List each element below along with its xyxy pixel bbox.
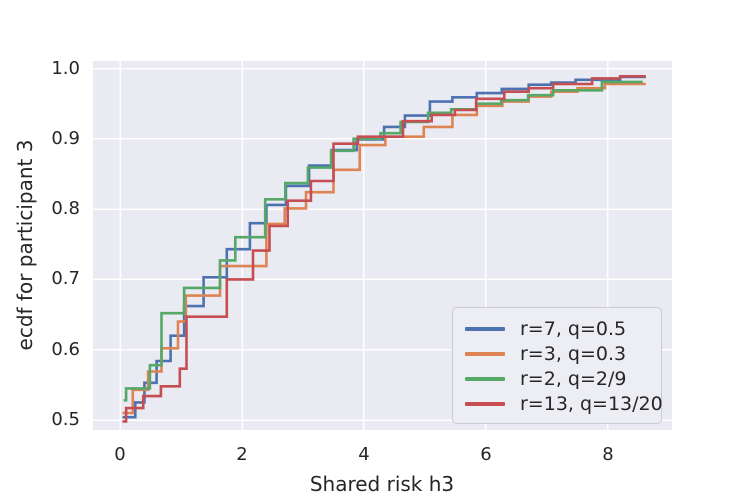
- legend-swatch: [465, 327, 505, 331]
- legend-item: r=3, q=0.3: [465, 342, 651, 366]
- legend-item: r=2, q=2/9: [465, 367, 651, 391]
- y-tick-label: 0.7: [51, 268, 80, 290]
- series-line: [123, 80, 643, 402]
- x-tick-label: 8: [602, 444, 614, 465]
- legend-label: r=2, q=2/9: [520, 368, 627, 390]
- y-tick-label: 0.8: [51, 198, 80, 220]
- x-tick-label: 0: [114, 444, 126, 465]
- series-line: [122, 75, 646, 423]
- y-axis-label: ecdf for participant 3: [13, 139, 37, 351]
- y-tick-label: 0.9: [51, 127, 80, 149]
- legend-label: r=13, q=13/20: [520, 393, 663, 415]
- x-tick-label: 6: [480, 444, 492, 465]
- legend-item: r=7, q=0.5: [465, 317, 651, 341]
- plot-area: [93, 61, 672, 430]
- legend-label: r=3, q=0.3: [520, 343, 627, 365]
- series-line: [122, 82, 646, 415]
- ecdf-chart: [93, 61, 672, 430]
- legend-swatch: [465, 352, 505, 356]
- legend-item: r=13, q=13/20: [465, 392, 663, 416]
- legend-swatch: [465, 402, 505, 406]
- legend-swatch: [465, 377, 505, 381]
- x-axis-label: Shared risk h3: [309, 472, 455, 496]
- legend-label: r=7, q=0.5: [520, 318, 627, 340]
- x-tick-label: 2: [236, 444, 248, 465]
- y-tick-label: 0.6: [51, 338, 80, 360]
- y-tick-label: 0.5: [51, 409, 80, 431]
- legend: r=7, q=0.5 r=3, q=0.3 r=2, q=2/9 r=13, q=13…: [452, 307, 663, 424]
- x-tick-label: 4: [358, 444, 370, 465]
- y-tick-label: 1.0: [51, 57, 80, 79]
